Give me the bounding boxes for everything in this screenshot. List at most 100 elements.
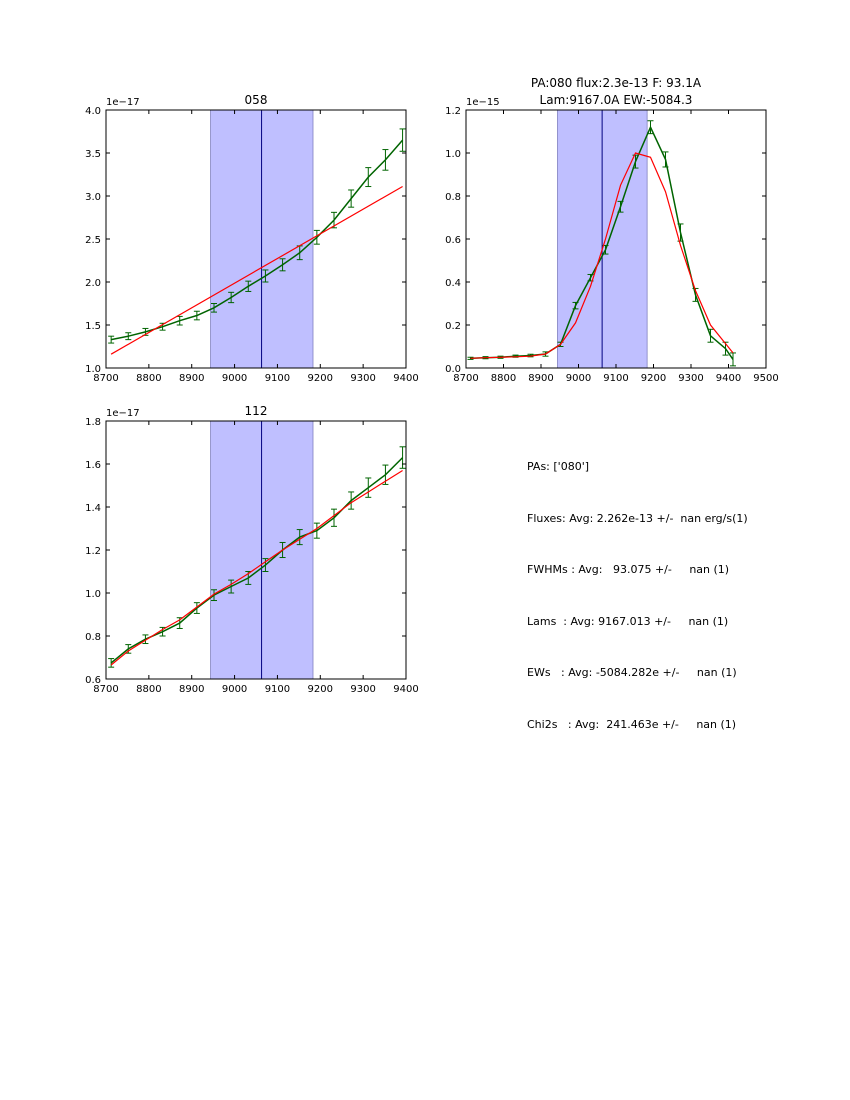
error-bar	[211, 303, 217, 313]
x-tick-label: 8700	[453, 373, 478, 384]
x-tick-label: 9200	[641, 373, 666, 384]
x-tick-label: 8800	[136, 684, 161, 695]
y-tick-label: 1.6	[85, 460, 101, 471]
x-tick-label: 8900	[179, 684, 204, 695]
error-bar	[382, 149, 389, 171]
summary-fwhms: FWHMs : Avg: 93.075 +/- nan (1)	[527, 563, 730, 577]
chart-panel-3: 8700 8800 8900 9000 9100 9200 9300 9400 0.6 0.8 1.…	[85, 404, 419, 695]
x-tick-label: 8800	[491, 373, 516, 384]
x-tick-label: 8900	[528, 373, 553, 384]
error-bar	[313, 229, 320, 245]
y-tick-label: 0.0	[445, 364, 461, 375]
chart-title: PA:080 flux:2.3e-13 F: 93.1A	[531, 76, 702, 90]
error-bar	[348, 491, 355, 510]
scale-label: 1e−17	[106, 97, 140, 108]
plot-area	[467, 110, 736, 368]
x-tick-label: 9000	[222, 373, 247, 384]
chart-title: Lam:9167.0A EW:-5084.3	[540, 93, 693, 107]
chart-panel-2: 8700 8800 8900 9000 9100 9200 9300 9400 9500 0.0 0…	[445, 76, 779, 384]
error-bar	[296, 529, 303, 546]
error-bar	[228, 291, 235, 304]
error-bar	[193, 602, 200, 614]
fit-line	[470, 152, 734, 359]
x-tick-label: 8800	[136, 373, 161, 384]
error-bar	[399, 128, 406, 152]
summary-pas: PAs: ['080']	[527, 460, 590, 473]
chart-title: 058	[245, 93, 268, 107]
x-tick-label: 9300	[678, 373, 703, 384]
error-bar	[632, 154, 639, 169]
error-bar	[707, 328, 714, 343]
x-tick-label: 8900	[179, 373, 204, 384]
error-bar	[348, 189, 355, 208]
x-tick-label: 9300	[350, 684, 375, 695]
error-bar	[467, 356, 474, 360]
scale-label: 1e−17	[106, 408, 140, 419]
y-tick-label: 0.4	[445, 278, 461, 289]
x-tick-label: 9300	[350, 373, 375, 384]
y-tick-label: 0.2	[445, 321, 461, 332]
y-tick-label: 3.0	[85, 192, 101, 203]
fit-line	[110, 469, 403, 666]
error-bar	[647, 120, 654, 135]
error-bar	[245, 280, 252, 292]
error-bar	[331, 211, 337, 229]
error-bar	[193, 310, 200, 321]
x-tick-label: 8700	[93, 684, 118, 695]
y-tick-label: 1.8	[85, 417, 101, 428]
x-tick-label: 9400	[716, 373, 741, 384]
summary-lams: Lams : Avg: 9167.013 +/- nan (1)	[527, 614, 729, 628]
y-tick-label: 3.5	[85, 149, 101, 160]
error-bar	[331, 508, 337, 527]
x-tick-label: 8700	[93, 373, 118, 384]
y-tick-label: 0.8	[85, 632, 101, 643]
data-line	[110, 457, 404, 664]
chart-panel-1: 8700 8800 8900 9000 9100 9200 9300 9400 1.0 1.5 2.…	[85, 93, 419, 384]
error-bar	[365, 167, 372, 188]
y-tick-label: 4.0	[85, 106, 101, 117]
x-tick-label: 9100	[265, 373, 290, 384]
y-tick-label: 2.0	[85, 278, 101, 289]
error-bar	[730, 352, 736, 367]
y-tick-label: 2.5	[85, 235, 101, 246]
error-bar	[399, 446, 406, 469]
y-tick-label: 1.2	[445, 106, 461, 117]
summary-panel: PAs: ['080'] Fluxes: Avg: 2.262e-13 +/- …	[527, 432, 748, 755]
y-tick-label: 0.6	[85, 675, 101, 686]
y-tick-label: 1.5	[85, 321, 101, 332]
scale-label: 1e−15	[466, 97, 500, 108]
error-bar	[662, 151, 669, 168]
error-bar	[677, 223, 684, 242]
error-bar	[142, 634, 149, 645]
x-tick-label: 9400	[393, 373, 418, 384]
x-tick-label: 9000	[566, 373, 591, 384]
x-tick-label: 9100	[603, 373, 628, 384]
error-bar	[313, 522, 320, 539]
error-bar	[125, 332, 132, 341]
summary-fluxes: Fluxes: Avg: 2.262e-13 +/- nan erg/s(1)	[527, 511, 748, 525]
x-tick-label: 9200	[308, 373, 333, 384]
data-line	[110, 139, 404, 341]
x-tick-label: 9500	[753, 373, 778, 384]
error-bar	[572, 301, 579, 310]
x-tick-label: 9200	[308, 684, 333, 695]
error-bar	[211, 589, 217, 602]
chart-title: 112	[245, 404, 268, 418]
x-tick-label: 9100	[265, 684, 290, 695]
y-tick-label: 0.8	[445, 192, 461, 203]
error-bar	[262, 269, 269, 283]
x-tick-label: 9000	[222, 684, 247, 695]
error-bar	[365, 477, 372, 498]
error-bar	[279, 258, 286, 272]
y-tick-label: 1.2	[85, 546, 101, 557]
plot-area	[108, 110, 406, 368]
error-bar	[125, 644, 132, 654]
y-tick-label: 1.4	[85, 503, 101, 514]
error-bar	[108, 658, 115, 668]
x-tick-label: 9400	[393, 684, 418, 695]
y-tick-label: 1.0	[85, 589, 101, 600]
summary-chi2s: Chi2s : Avg: 241.463e +/- nan (1)	[527, 717, 737, 731]
error-bar	[617, 200, 624, 213]
plot-area	[108, 421, 406, 679]
